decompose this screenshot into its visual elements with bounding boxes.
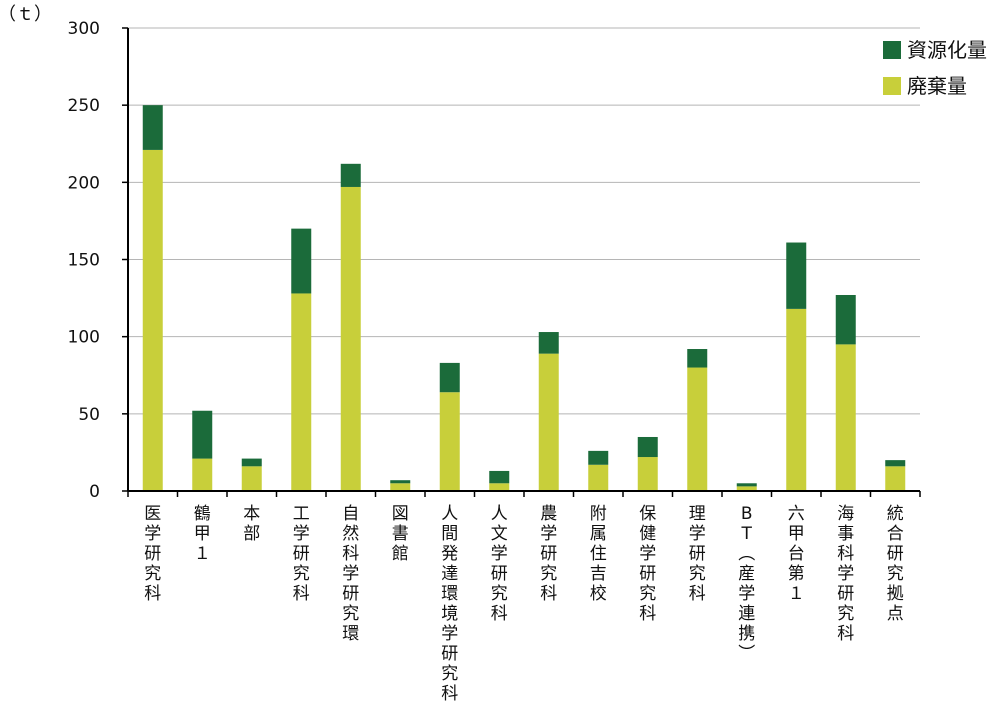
legend-swatch [883,77,901,95]
bar-segment-disposal [340,186,361,492]
bar-segment-disposal [439,392,460,491]
bar-segment-disposal [489,483,510,491]
x-category-label: 保健学研究科 [639,504,656,624]
axes [127,28,921,497]
x-category-label: 本部 [243,504,260,544]
y-tick-label: 0 [89,482,100,502]
bar-segment-recycled [390,480,411,484]
x-category-label: 農学研究科 [540,504,557,604]
x-category-label: 人間発達環境学研究科 [441,504,458,704]
y-tick-label: 150 [68,251,100,271]
bar-segment-recycled [439,362,460,393]
bar-segment-recycled [142,105,163,150]
x-category-label: 六甲台第１ [788,504,805,604]
y-tick-label: 300 [68,19,100,39]
bar-segment-disposal [538,353,559,491]
x-category-label: 理学研究科 [689,504,706,604]
bars [142,105,906,492]
x-category-label: 工学研究科 [293,504,310,604]
bar-segment-recycled [192,410,213,459]
x-category-label: 人文学研究科 [491,504,508,624]
x-category-label: B T ︵産学連携︶ [738,504,755,664]
bar-segment-recycled [291,228,312,294]
x-category-label: 附属住吉校 [590,504,607,604]
y-unit-label: （ｔ） [0,4,52,25]
bar-segment-disposal [588,464,609,491]
y-tick-label: 250 [68,96,100,116]
bar-segment-disposal [637,457,658,491]
x-axis-labels: 医学研究科 鶴甲１ 本部 工学研究科 自然科学研究環 図書館 人間発達環境学研究科 人文学研究… [144,504,904,704]
bar-segment-disposal [241,466,262,491]
x-category-label: 鶴甲１ [194,504,211,564]
y-tick-label: 100 [68,328,100,348]
bar-segment-disposal [885,466,906,491]
x-category-label: 自然科学研究環 [342,504,359,644]
bar-segment-recycled [835,294,856,345]
bar-segment-recycled [786,242,807,309]
bar-segment-disposal [291,293,312,491]
y-tick-label: 200 [68,173,100,193]
bar-segment-disposal [192,458,213,491]
legend-swatch [883,41,901,59]
legend-label: 資源化量 [907,38,987,62]
x-category-label: 医学研究科 [144,504,161,604]
bar-segment-recycled [489,470,510,484]
bar-segment-recycled [637,436,658,458]
legend-label: 廃棄量 [907,74,967,98]
bar-segment-disposal [687,367,708,491]
x-category-label: 図書館 [392,504,409,564]
bar-segment-disposal [835,344,856,491]
bar-segment-disposal [786,308,807,491]
bar-segment-recycled [538,332,559,354]
x-category-label: 統合研究拠点 [887,504,904,624]
bar-segment-recycled [885,460,906,467]
y-axis-ticks: 0 50 100 150 200 250 300 [68,19,128,502]
bar-segment-recycled [340,163,361,187]
x-category-label: 海事科学研究科 [837,504,854,644]
bar-segment-disposal [390,483,411,491]
bar-segment-recycled [687,349,708,368]
bar-segment-disposal [142,149,163,491]
bar-segment-recycled [736,483,757,487]
bar-segment-recycled [588,450,609,465]
bar-segment-disposal [736,486,757,491]
y-tick-label: 50 [78,405,100,425]
bar-segment-recycled [241,458,262,467]
